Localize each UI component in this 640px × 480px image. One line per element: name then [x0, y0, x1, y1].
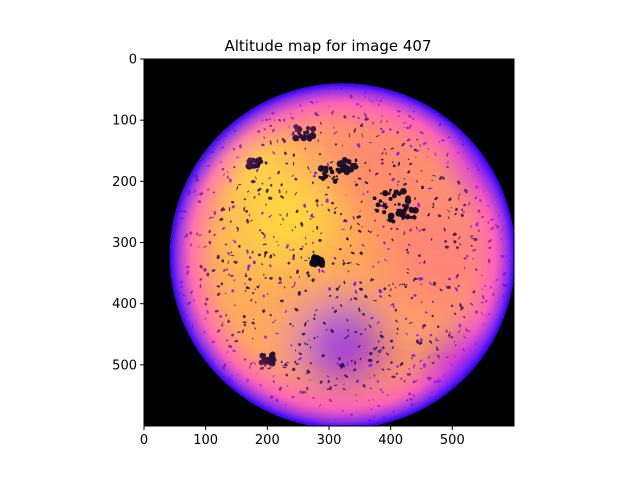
- y-axis: 0 100 200 300 400 500: [112, 53, 144, 373]
- y-tick-label: 100: [112, 114, 137, 129]
- limb-edge: [169, 83, 514, 426]
- x-tick-label: 400: [378, 433, 403, 448]
- y-tick-label: 400: [112, 297, 137, 312]
- x-tick-label: 200: [255, 433, 280, 448]
- y-tick-label: 500: [112, 358, 137, 373]
- y-tick-label: 0: [129, 53, 137, 68]
- plot-area: [144, 59, 514, 426]
- y-tick-label: 200: [112, 175, 137, 190]
- x-axis: 0 100 200 300 400 500: [140, 426, 465, 448]
- x-tick-label: 0: [140, 433, 148, 448]
- chart-title: Altitude map for image 407: [225, 37, 432, 55]
- x-tick-label: 300: [317, 433, 342, 448]
- x-tick-label: 500: [440, 433, 465, 448]
- y-tick-label: 300: [112, 236, 137, 251]
- x-tick-label: 100: [193, 433, 218, 448]
